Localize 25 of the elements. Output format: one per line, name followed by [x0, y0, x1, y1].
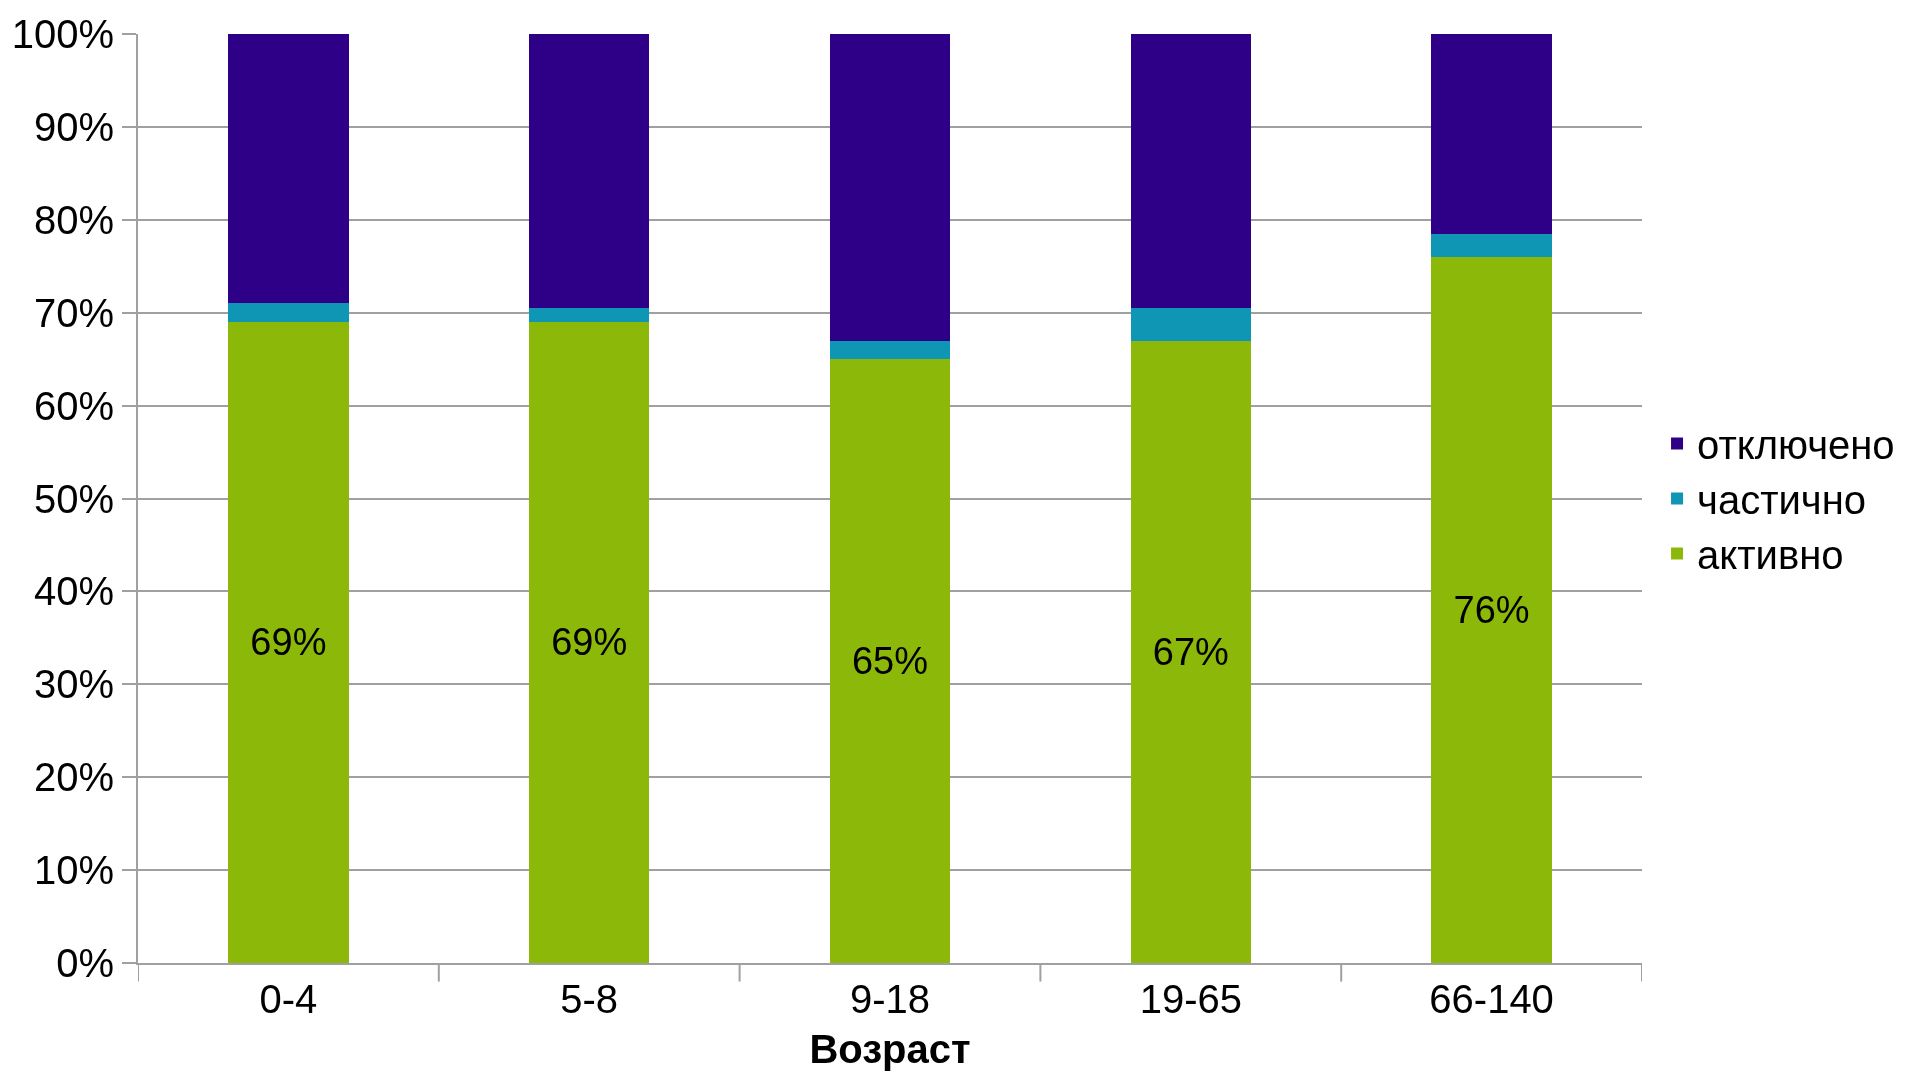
y-tick-label: 10% [33, 848, 114, 893]
data-label: 65% [851, 640, 929, 683]
x-tick-label: 9-18 [849, 977, 931, 1021]
y-tick-label: 70% [33, 290, 114, 335]
data-label: 69% [551, 621, 628, 664]
y-tick-label: 60% [33, 383, 114, 428]
data-label: 76% [1453, 588, 1530, 631]
y-tick-label: 90% [33, 104, 114, 149]
legend-label: отключено [1697, 423, 1895, 468]
y-tick-label: 100% [11, 12, 114, 56]
legend-label: активно [1697, 533, 1844, 578]
legend-label: частично [1697, 478, 1866, 523]
x-tick-label: 5-8 [560, 977, 619, 1021]
y-tick-label: 40% [33, 569, 114, 614]
y-tick-label: 30% [33, 662, 114, 707]
x-tick-label: 19-65 [1139, 977, 1242, 1021]
data-label: 67% [1152, 630, 1229, 673]
x-axis-title: Возраст [809, 1027, 971, 1071]
x-tick-label: 0-4 [259, 977, 318, 1021]
y-tick-label: 20% [33, 755, 114, 800]
x-tick-label: 66-140 [1429, 977, 1554, 1021]
y-tick-label: 50% [33, 476, 114, 521]
data-label: 69% [250, 621, 327, 664]
y-tick-label: 80% [33, 197, 114, 242]
y-tick-label: 0% [56, 941, 114, 985]
